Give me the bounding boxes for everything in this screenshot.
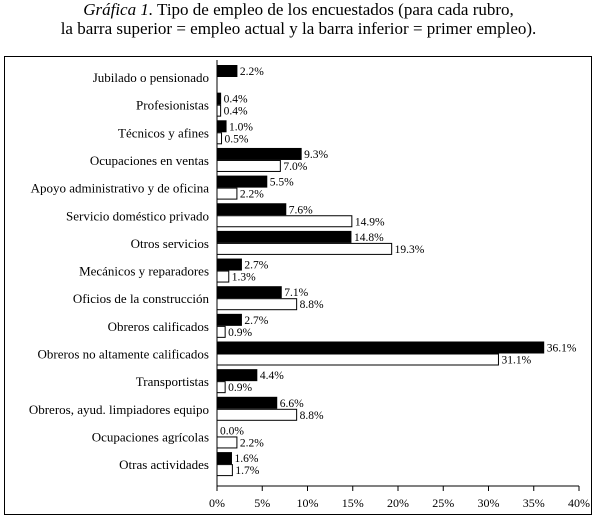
category-label: Servicio doméstico privado — [66, 208, 209, 223]
value-label: 14.9% — [355, 216, 385, 228]
value-label: 2.2% — [240, 189, 264, 201]
value-labels-group: 2.2% 0.4%0.4% 1.0%0.5% 9.3%7.0% 5.5% 2.2% 7.6%… — [220, 66, 577, 477]
value-label: 0.4% — [224, 106, 248, 118]
value-label: 1.7% — [235, 465, 259, 477]
value-label: 9.3% — [304, 149, 328, 161]
category-label: Ocupaciones agrícolas — [92, 429, 209, 444]
value-label: 0.9% — [228, 327, 252, 339]
value-label: 0.4% — [224, 94, 248, 106]
chart-title: Gráfica 1. Tipo de empleo de los encuest… — [0, 0, 597, 38]
chart-frame — [4, 56, 592, 515]
category-label: Apoyo administrativo y de oficina — [31, 181, 210, 196]
value-label: 36.1% — [547, 343, 577, 355]
category-label: Otros servicios — [131, 236, 209, 251]
value-label: 19.3% — [395, 244, 425, 256]
value-label: 0.0% — [220, 425, 244, 437]
value-label: 0.5% — [225, 133, 249, 145]
x-tick-label: 5% — [254, 496, 270, 510]
chart-title-text-1: Tipo de empleo de los encuestados (para … — [157, 0, 514, 19]
bar-current — [216, 341, 545, 354]
bar-first — [216, 270, 230, 283]
category-label: Obreros no altamente calificados — [38, 347, 209, 362]
bar-current — [216, 258, 242, 271]
category-label: Jubilado o pensionado — [93, 70, 209, 85]
bar-first — [216, 325, 226, 338]
bar-current — [216, 396, 278, 409]
category-label: Técnicos y afines — [118, 125, 209, 140]
bar-current — [216, 203, 287, 216]
x-tick-label: 25% — [432, 496, 454, 510]
bar-current — [216, 286, 282, 299]
chart-title-line-2: la barra superior = empleo actual y la b… — [60, 19, 537, 38]
bar-current — [216, 175, 268, 188]
bar-current — [216, 452, 232, 465]
category-label: Profesionistas — [136, 98, 209, 113]
value-label: 2.7% — [244, 315, 268, 327]
bar-first — [216, 408, 298, 421]
category-labels-group: Jubilado o pensionado Profesionistas Técni… — [29, 70, 210, 472]
value-label: 8.8% — [300, 299, 324, 311]
bar-first — [216, 104, 222, 117]
bar-current — [216, 65, 238, 77]
value-label: 0.9% — [228, 382, 252, 394]
value-label: 14.8% — [354, 232, 384, 244]
bar-current — [216, 369, 258, 382]
bar-first — [216, 242, 393, 255]
x-tick-label: 30% — [478, 496, 500, 510]
category-label: Oficios de la construcción — [73, 291, 210, 306]
value-label: 1.0% — [229, 121, 253, 133]
bar-current — [216, 313, 242, 326]
value-label: 2.2% — [240, 437, 264, 449]
bar-first — [216, 187, 238, 200]
category-label: Transportistas — [136, 374, 209, 389]
bar-first — [216, 298, 298, 311]
value-label: 2.7% — [244, 260, 268, 272]
x-tick-label: 0% — [209, 496, 225, 510]
bar-current — [216, 120, 227, 133]
x-tick-label: 40% — [568, 496, 590, 510]
chart-title-label: Gráfica 1. — [83, 0, 154, 19]
chart-title-line-1: Gráfica 1. Tipo de empleo de los encuest… — [0, 0, 597, 19]
value-label: 2.2% — [240, 66, 264, 78]
category-label: Mecánicos y reparadores — [79, 264, 209, 279]
bar-first — [216, 132, 223, 145]
x-tick-label: 35% — [523, 496, 545, 510]
value-label: 1.3% — [232, 272, 256, 284]
value-label: 5.5% — [270, 177, 294, 189]
category-label: Obreros calificados — [108, 319, 209, 334]
x-axis: 0% 5% 10% 15% 20% 25% 30% 35% 40% — [209, 60, 590, 510]
x-tick-label: 10% — [297, 496, 319, 510]
value-label: 7.6% — [289, 204, 313, 216]
bar-first — [216, 215, 353, 228]
value-label: 7.1% — [284, 287, 308, 299]
bar-first — [216, 159, 281, 172]
value-label: 8.8% — [300, 410, 324, 422]
value-label: 1.6% — [234, 453, 258, 465]
value-label: 4.4% — [260, 370, 284, 382]
category-label: Otras actividades — [119, 457, 209, 472]
bar-current — [216, 147, 302, 160]
bar-first — [216, 464, 233, 477]
bar-current — [216, 92, 222, 105]
bar-first — [216, 353, 499, 366]
x-tick-label: 15% — [342, 496, 364, 510]
bar-first — [216, 436, 238, 449]
value-label: 31.1% — [501, 355, 531, 367]
category-label: Obreros, ayud. limpiadores equipo — [29, 402, 209, 417]
value-label: 7.0% — [283, 161, 307, 173]
value-label: 6.6% — [280, 398, 304, 410]
bar-current — [216, 230, 352, 243]
bar-first — [216, 381, 226, 394]
x-tick-label: 20% — [387, 496, 409, 510]
category-label: Ocupaciones en ventas — [90, 153, 209, 168]
